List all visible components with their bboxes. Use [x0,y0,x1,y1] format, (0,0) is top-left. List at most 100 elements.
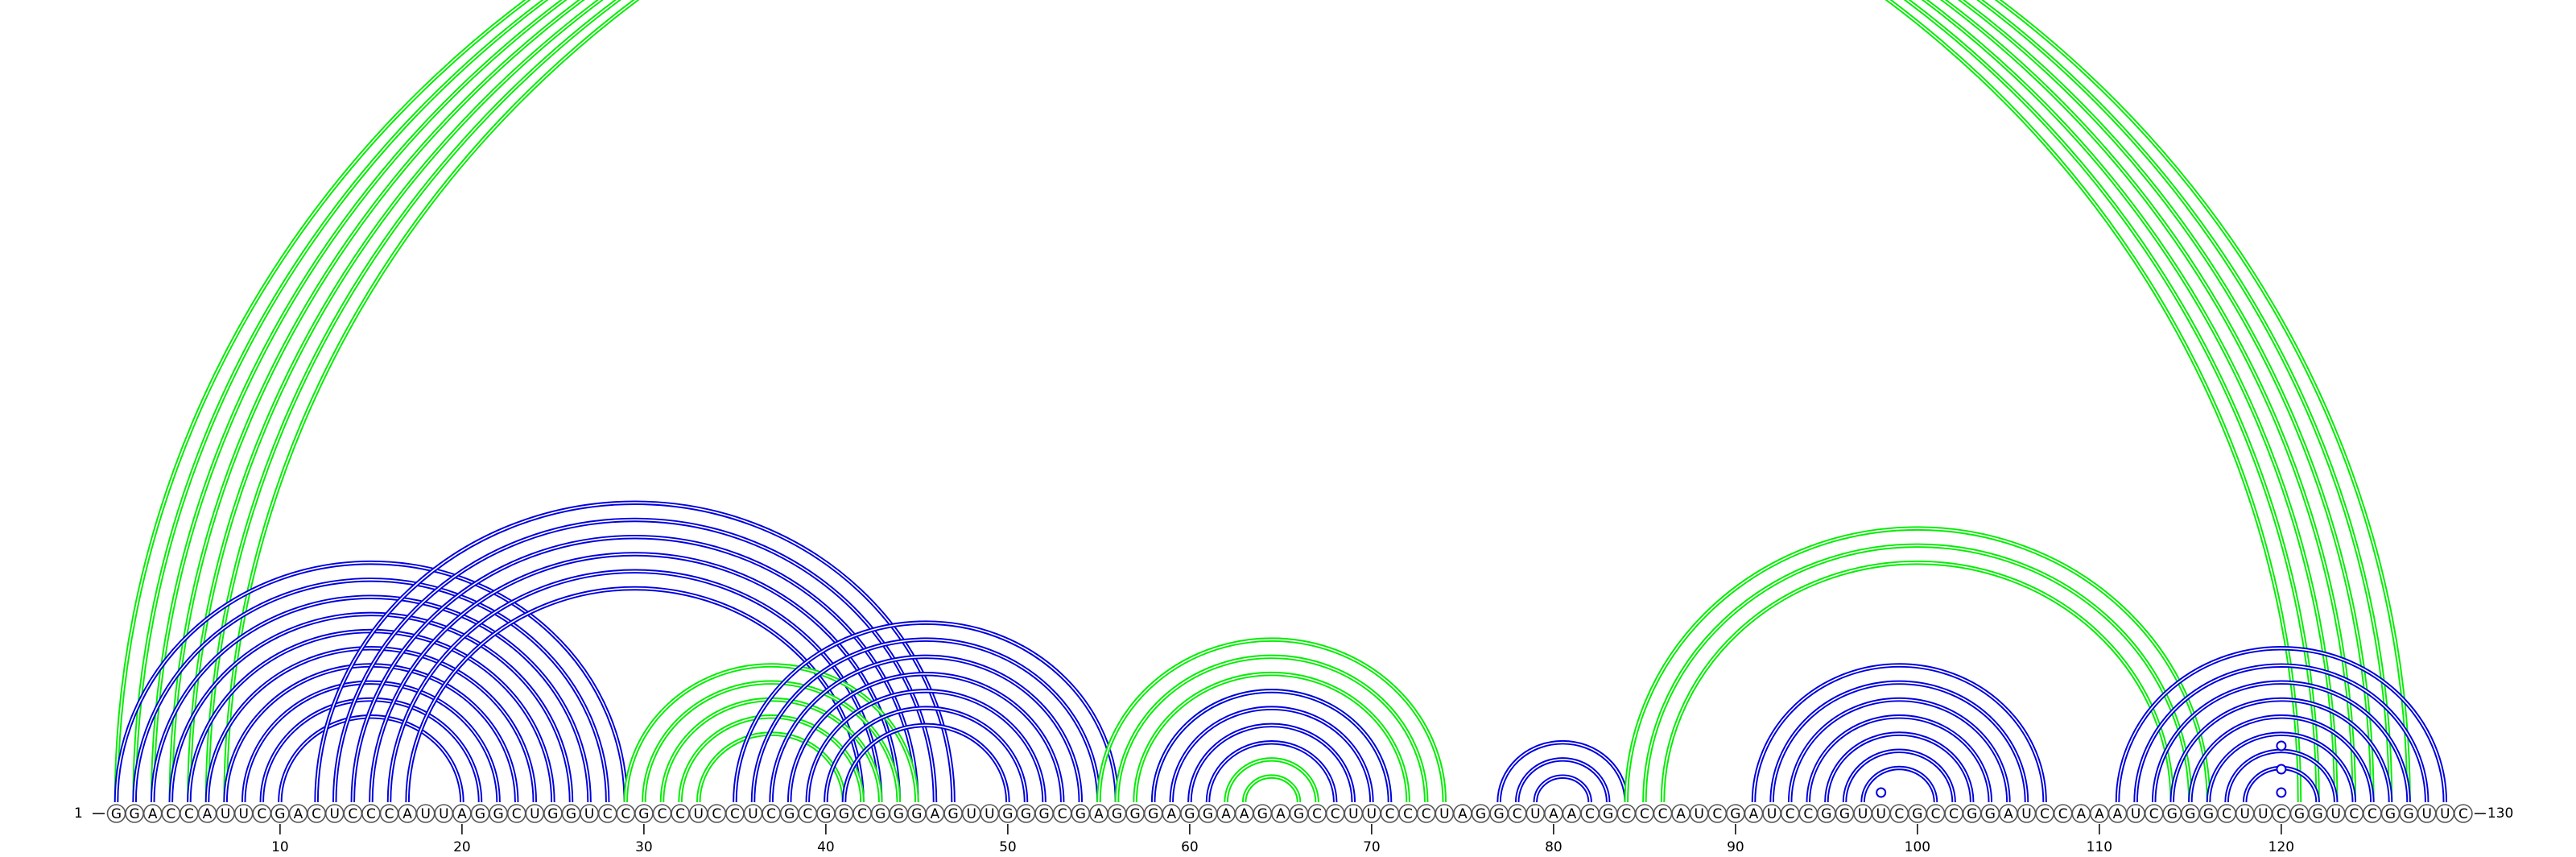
nucleotide: U [580,804,599,823]
nucleotide: U [2253,804,2273,823]
nucleotide: G [634,804,654,823]
nucleotide-letter: C [2149,806,2159,822]
base-pair-arc-core [206,648,536,803]
nucleotide: U [233,804,254,823]
base-pair-arc-core [352,536,918,803]
nucleotide-letter: C [675,806,685,822]
nucleotide: U [2017,804,2037,823]
nucleotide-letter: C [385,806,394,822]
axis-tick-label: 10 [271,839,289,855]
annotation-mark [2276,740,2287,751]
nucleotide-letter: G [2294,806,2305,822]
nucleotide: U [434,804,454,823]
nucleotide: A [1234,804,1254,823]
base-pair-arc-core [188,0,2373,803]
base-pair-arc-core [734,622,1118,803]
base-pair-arc [1842,748,1956,803]
nucleotide: G [1107,804,1127,823]
nucleotide-letter: C [712,806,721,822]
base-pair-arc-core [407,587,863,803]
nucleotide: G [870,804,890,823]
axis-tick-label: 120 [2268,839,2294,855]
nucleotide-letter: G [1039,806,1050,822]
nucleotide: A [1216,804,1236,823]
nucleotide: C [707,804,727,823]
nucleotide-letter: U [584,806,594,822]
nucleotide: C [1380,804,1400,823]
nucleotide: G [270,804,290,823]
nucleotide-letter: U [439,806,448,822]
base-pair-arc [2115,646,2448,803]
nucleotide: C [161,804,181,823]
nucleotide-letter: C [857,806,867,822]
nucleotide: G [816,804,836,823]
nucleotide: G [1016,804,1036,823]
nucleotide: G [1598,804,1618,823]
base-pair-arc-core [1170,707,1373,803]
nucleotide: A [452,804,472,823]
base-pair-arc-core [2207,733,2355,803]
nucleotide: U [1762,804,1781,823]
nucleotide-letter: A [1094,806,1104,822]
nucleotide-letter: G [1021,806,1031,822]
nucleotide: G [1962,804,1982,823]
nucleotide-letter: C [1403,806,1413,822]
nucleotide: G [1180,804,1199,823]
nucleotide-letter: C [257,806,266,822]
nucleotide-letter: C [1385,806,1395,822]
nucleotide: G [1471,804,1491,823]
base-pair-arc [1860,765,1938,803]
nucleotide: C [2053,804,2073,823]
nucleotide-letter: U [1767,806,1777,822]
nucleotide-letter: U [748,806,758,822]
base-pair-arc-core [1644,544,2191,803]
nucleotide-letter: G [638,806,649,822]
nucleotide: U [961,804,981,823]
base-pair-arc-core [1116,656,1427,803]
nucleotide-letter: G [1184,806,1195,822]
base-pair-arc-core [770,656,1082,803]
nucleotide: U [2435,804,2455,823]
base-pair-arc [1514,757,1611,803]
nucleotide-letter: U [1694,806,1703,822]
nucleotide: U [1871,804,1891,823]
nucleotide: G [2181,804,2200,823]
nucleotide: U [1689,804,1709,823]
base-pair-arc-core [1843,750,1955,803]
base-pair-arc-core [151,596,590,803]
base-pair-arc-core [1789,698,2009,803]
nucleotide-letter: U [2330,806,2340,822]
nucleotide: C [1798,804,1818,823]
nucleotide-letter: C [2058,806,2068,822]
nucleotide-letter: C [2222,806,2231,822]
nucleotide-letter: G [493,806,504,822]
nucleotide: C [361,804,381,823]
nucleotide: U [980,804,1000,823]
nucleotide: A [1671,804,1690,823]
nucleotide-letter: C [1312,806,1322,822]
base-pair-arc-core [206,0,2392,803]
nucleotide-letter: U [2021,806,2031,822]
nucleotide-letter: C [1422,806,1431,822]
base-pair-arc-core [333,519,936,803]
annotation-marks [1876,740,2287,798]
axis-tick-label: 70 [1363,839,1381,855]
nucleotide-letter: G [2404,806,2414,822]
nucleotide-letter: G [1294,806,1304,822]
nucleotide-letter: A [402,806,412,822]
nucleotide-letter: C [2368,806,2377,822]
axis-tick-label: 80 [1545,839,1563,855]
nucleotide: G [2399,804,2418,823]
nucleotide-letter: U [221,806,230,822]
base-pair-arc-core [134,579,609,803]
base-pair-arc-core [279,716,463,803]
nucleotide-letter: G [875,806,886,822]
nucleotide-letter: U [329,806,339,822]
nucleotide-letter: C [1931,806,1941,822]
base-pair-arc-core [134,0,2318,803]
nucleotide: G [2162,804,2182,823]
nucleotide-letter: C [1621,806,1631,822]
base-pair-arc-core [1534,776,1591,803]
nucleotide: U [2417,804,2437,823]
